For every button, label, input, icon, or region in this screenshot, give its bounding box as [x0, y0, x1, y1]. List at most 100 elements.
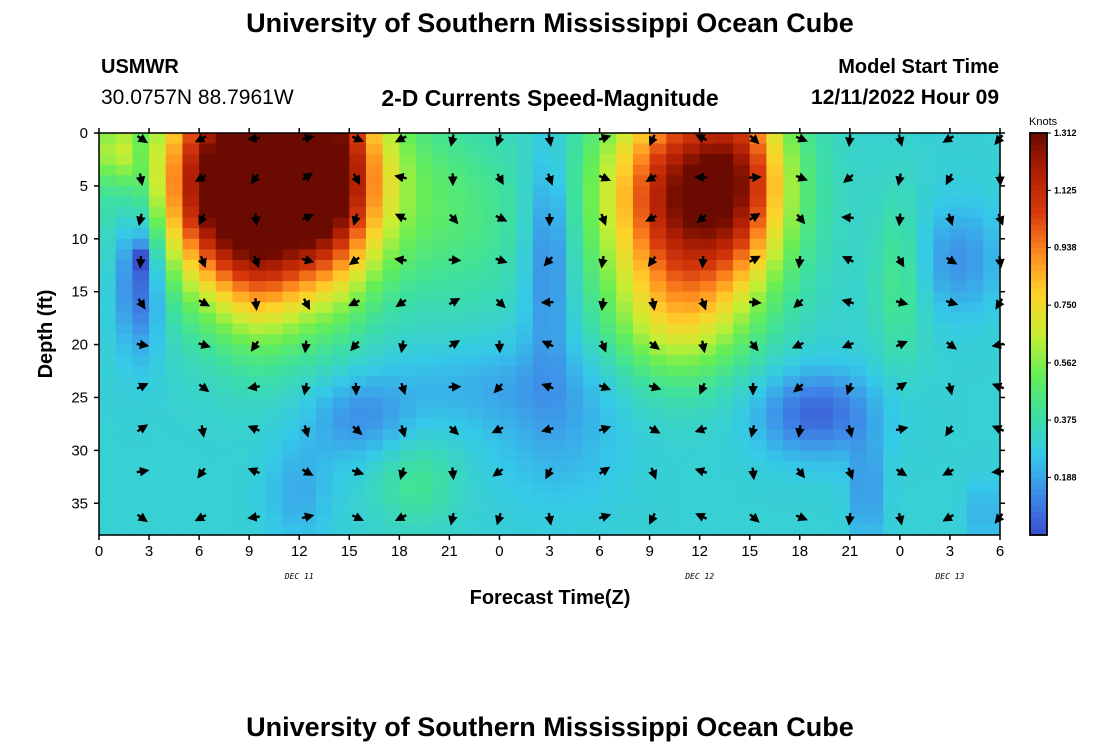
current-vector — [397, 382, 407, 396]
heatmap-cell — [883, 154, 901, 166]
heatmap-cell — [983, 259, 1001, 272]
heatmap-cell — [749, 471, 768, 483]
current-vector — [845, 134, 855, 148]
heatmap-cell — [466, 471, 484, 483]
heatmap-cell — [449, 217, 467, 229]
heatmap-cell — [716, 312, 734, 325]
heatmap-cell — [833, 281, 851, 293]
heatmap-cell — [432, 376, 450, 388]
heatmap-cell — [666, 344, 684, 356]
current-vector — [598, 382, 612, 392]
heatmap-cell — [199, 175, 217, 187]
heatmap-cell — [916, 312, 934, 325]
heatmap-cell — [733, 355, 751, 367]
heatmap-cell — [399, 259, 417, 272]
heatmap-cell — [833, 259, 851, 272]
heatmap-cell — [566, 302, 584, 314]
heatmap-cell — [816, 482, 834, 494]
heatmap-cell — [983, 344, 1001, 356]
heatmap-cell — [949, 154, 968, 166]
heatmap-cell — [449, 376, 467, 388]
heatmap-cell — [866, 143, 884, 155]
heatmap-cell — [199, 344, 217, 356]
heatmap-cell — [816, 365, 834, 377]
heatmap-cell — [382, 259, 400, 272]
heatmap-cell — [749, 408, 768, 420]
current-vector — [351, 466, 365, 476]
heatmap-cell — [783, 196, 801, 208]
heatmap-cell — [799, 207, 818, 219]
heatmap-cell — [132, 386, 150, 399]
colorbar-segment — [1030, 224, 1047, 232]
heatmap-cell — [532, 249, 551, 261]
heatmap-cell — [265, 418, 284, 430]
heatmap-cell — [416, 376, 434, 388]
heatmap-cell — [666, 207, 684, 219]
heatmap-cell — [983, 513, 1001, 526]
heatmap-cell — [449, 143, 467, 155]
heatmap-cell — [332, 429, 350, 441]
heatmap-cell — [783, 376, 801, 388]
y-tick-label: 20 — [71, 337, 88, 354]
heatmap-cell — [99, 323, 117, 335]
heatmap-cell — [182, 154, 200, 166]
heatmap-cell — [249, 386, 267, 399]
heatmap-cell — [532, 312, 551, 325]
heatmap-cell — [883, 259, 901, 272]
heatmap-cell — [966, 460, 984, 473]
heatmap-cell — [682, 249, 701, 261]
heatmap-cell — [799, 429, 818, 441]
heatmap-cell — [165, 154, 184, 166]
heatmap-cell — [532, 524, 551, 536]
heatmap-cell — [482, 238, 501, 250]
heatmap-cell — [265, 397, 284, 409]
heatmap-cell — [849, 355, 868, 367]
heatmap-cell — [699, 355, 717, 367]
current-vector — [598, 255, 608, 269]
heatmap-cell — [332, 270, 350, 282]
heatmap-cell — [532, 471, 551, 483]
heatmap-cell — [299, 154, 317, 166]
heatmap-cell — [416, 133, 434, 145]
heatmap-cell — [199, 365, 217, 377]
heatmap-cell — [849, 344, 868, 356]
heatmap-cell — [416, 503, 434, 515]
heatmap-cell — [349, 376, 367, 388]
heatmap-cell — [883, 429, 901, 441]
heatmap-cell — [232, 143, 250, 155]
heatmap-cell — [265, 450, 284, 462]
heatmap-cell — [733, 386, 751, 399]
heatmap-cell — [666, 175, 684, 187]
heatmap-cell — [299, 503, 317, 515]
heatmap-cell — [949, 503, 968, 515]
heatmap-cell — [866, 249, 884, 261]
heatmap-cell — [532, 196, 551, 208]
heatmap-cell — [299, 323, 317, 335]
heatmap-cell — [265, 503, 284, 515]
heatmap-cell — [833, 355, 851, 367]
heatmap-cell — [916, 418, 934, 430]
heatmap-cell — [466, 270, 484, 282]
heatmap-cell — [516, 439, 534, 451]
heatmap-cell — [949, 439, 968, 451]
current-vector — [749, 134, 760, 145]
heatmap-cell — [115, 355, 133, 367]
heatmap-cell — [649, 133, 667, 145]
heatmap-cell — [432, 217, 450, 229]
heatmap-cell — [432, 312, 450, 325]
heatmap-cell — [149, 228, 167, 240]
heatmap-cell — [365, 164, 384, 176]
heatmap-cell — [549, 143, 567, 155]
heatmap-cell — [299, 281, 317, 293]
heatmap-cell — [249, 450, 267, 462]
heatmap-cell — [199, 482, 217, 494]
heatmap-cell — [699, 492, 717, 504]
heatmap-cell — [249, 270, 267, 282]
heatmap-cell — [632, 323, 651, 335]
colorbar-segment — [1030, 494, 1047, 502]
heatmap-cell — [499, 418, 517, 430]
heatmap-cell — [916, 143, 934, 155]
heatmap-cell — [165, 376, 184, 388]
heatmap-cell — [799, 154, 818, 166]
heatmap-cell — [766, 164, 784, 176]
